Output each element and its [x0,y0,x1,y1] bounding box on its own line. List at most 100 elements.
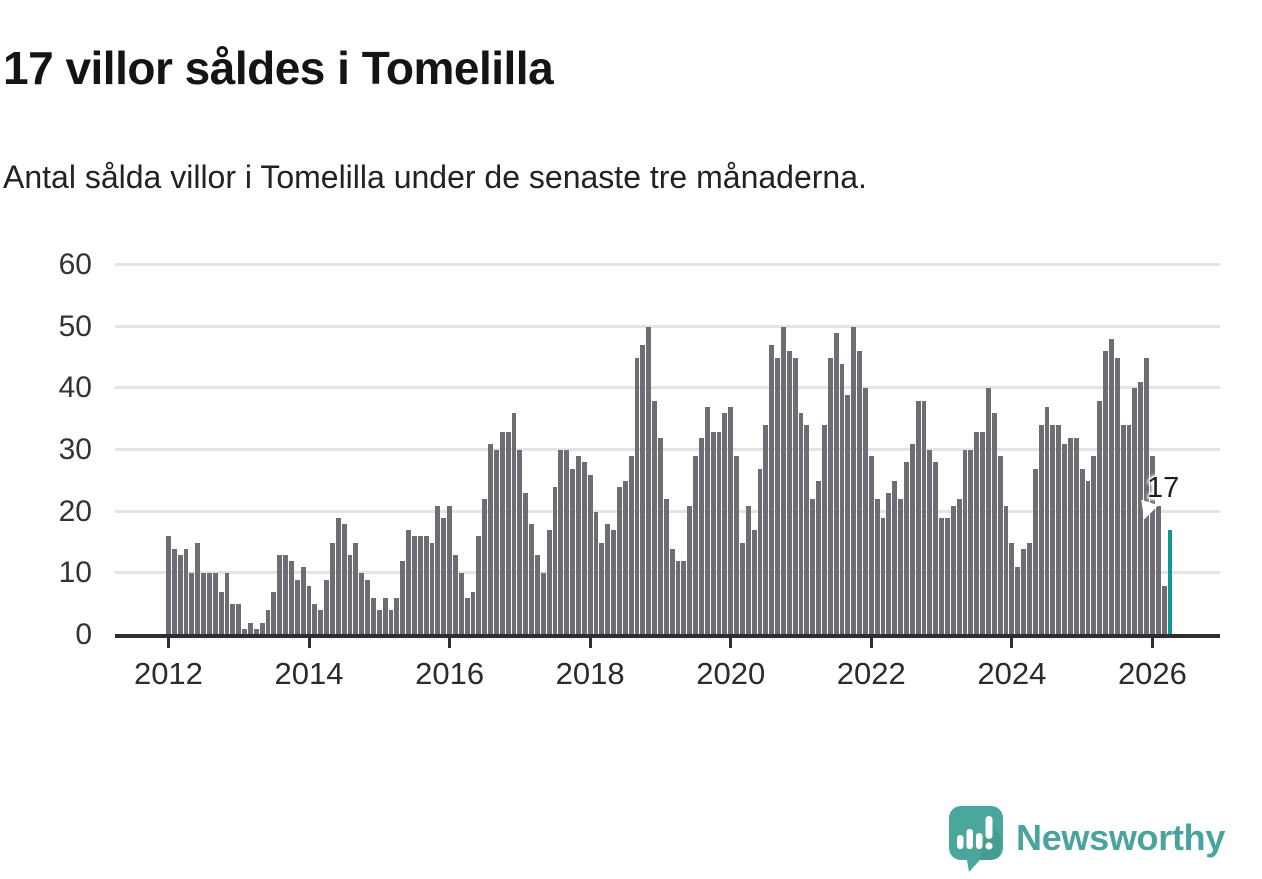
bar [1009,542,1015,635]
bar [417,536,423,635]
bar [1021,548,1026,635]
bar [166,536,171,635]
bar [230,604,236,635]
bar [956,499,962,635]
bar [780,326,786,635]
bar [353,542,359,635]
gridline-30 [115,448,1220,451]
bar [1050,425,1056,635]
bar [874,499,880,635]
bar [341,524,347,635]
bar [1073,437,1079,635]
bar [675,561,681,635]
x-axis-line [115,634,1220,638]
bar [1062,443,1067,635]
x-axis-label-2014: 2014 [274,656,344,691]
bar [921,400,927,635]
bar [763,425,769,635]
bar [1108,339,1114,635]
bar [306,585,312,635]
bar [546,530,552,635]
bar [640,345,646,635]
bar [247,622,253,635]
bar [476,536,482,635]
y-axis-label-20: 20 [58,494,92,528]
x-axis-label-2012: 2012 [133,656,203,691]
bar [710,431,716,635]
y-axis-label-10: 10 [58,556,92,590]
bar [534,554,540,635]
x-axis-tick-2026 [1150,637,1154,648]
bar [400,561,406,635]
bar [505,431,511,635]
bar [1144,357,1149,635]
bar [1126,425,1132,635]
x-axis-label-2024: 2024 [977,656,1047,691]
bar [177,554,183,635]
bar [868,456,874,635]
bar [189,573,195,635]
x-axis-tick-2022 [869,637,873,648]
bar [745,505,751,635]
bar [816,480,822,635]
bar-chart: 0 10 20 30 40 50 60 17 2012 2014 2016 2018 2020 202… [58,249,1220,691]
bar [242,628,248,635]
bar [991,413,997,635]
bar [488,443,494,635]
bar [370,598,376,635]
bar [599,542,605,635]
bar [927,450,933,635]
bar [335,517,341,635]
bar [482,499,488,635]
y-axis-label-0: 0 [75,618,92,651]
bar [734,456,740,635]
x-axis-tick-2018 [588,637,592,648]
bar [757,468,763,635]
bar [1091,456,1097,635]
bar [821,425,827,635]
gridline-50 [115,324,1220,328]
bar [611,530,617,635]
bar [300,567,306,635]
bar [804,425,810,635]
bar [704,406,710,635]
bar [277,554,283,635]
bar [236,604,242,635]
bar [183,548,189,635]
bar [792,357,798,635]
bar [359,573,365,635]
bar [939,517,944,635]
bar [716,431,722,635]
bar [365,579,371,635]
bar [1155,505,1161,635]
bar [857,351,863,635]
newsworthy-logo: Newsworthy [944,804,1225,872]
bar [605,524,611,635]
bar [862,388,868,635]
bar [283,554,289,635]
bar [540,573,546,635]
bar [312,604,318,635]
bar [558,450,564,635]
x-axis-tick-2012 [166,637,170,648]
bar [406,530,412,635]
bar [739,542,745,635]
x-axis-tick-2014 [307,637,311,648]
bar [570,468,576,635]
bar [1079,468,1085,635]
bar [687,505,693,635]
bar [646,326,652,635]
newsworthy-logo-text: Newsworthy [1016,817,1226,858]
y-axis-label-50: 50 [58,309,92,343]
bar [1067,437,1073,635]
bar [1120,425,1126,635]
bar [775,357,781,635]
bar [470,591,476,635]
bar [616,487,622,635]
bar [962,450,968,635]
bar [511,413,517,635]
bar [423,536,429,635]
gridline-40 [115,386,1220,390]
bar [523,493,529,635]
bar [681,561,687,635]
